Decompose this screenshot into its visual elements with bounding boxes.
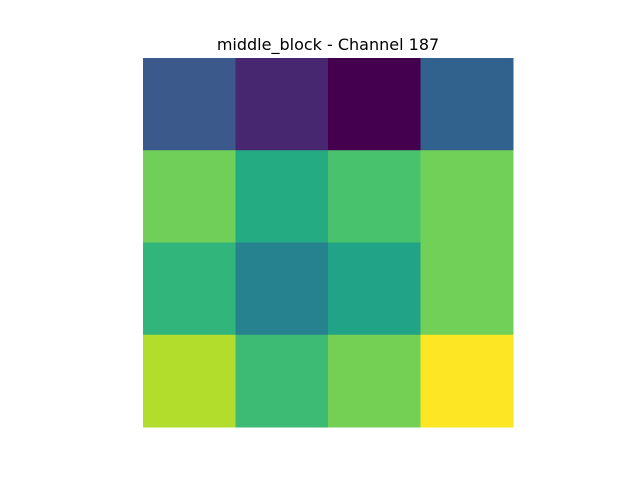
heatmap-cell-r2-c2 [328,242,421,336]
heatmap-cell-r1-c1 [235,150,329,243]
heatmap-cell-r1-c2 [328,150,421,243]
heatmap-cell-r0-c1 [235,58,329,151]
heatmap-cell-r3-c0 [143,334,236,428]
chart-title: middle_block - Channel 187 [217,35,439,55]
heatmap-cell-r2-c3 [420,242,514,336]
heatmap-cell-r0-c0 [143,58,236,151]
heatmap-cell-r2-c1 [235,242,329,336]
heatmap [143,58,514,428]
heatmap-cell-r1-c3 [420,150,514,243]
heatmap-cell-r3-c2 [328,334,421,428]
heatmap-cell-r0-c3 [420,58,514,151]
heatmap-cell-r1-c0 [143,150,236,243]
heatmap-cell-r3-c1 [235,334,329,428]
heatmap-cell-r0-c2 [328,58,421,151]
heatmap-cell-r3-c3 [420,334,514,428]
heatmap-cell-r2-c0 [143,242,236,336]
